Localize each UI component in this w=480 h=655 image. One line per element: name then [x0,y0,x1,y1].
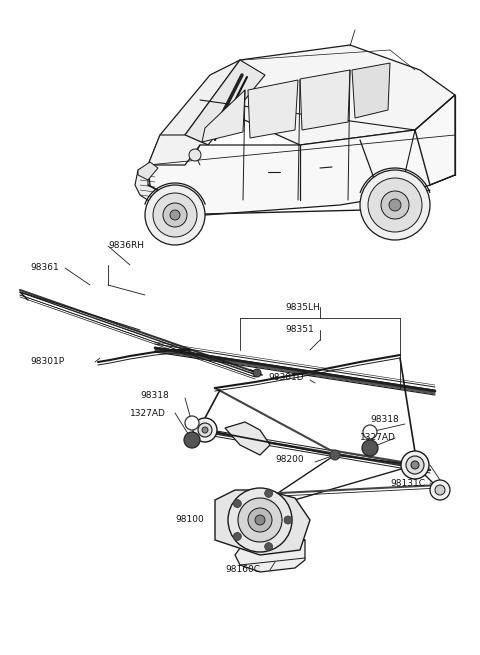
Circle shape [368,178,422,232]
Polygon shape [148,95,455,215]
Circle shape [411,461,419,469]
Circle shape [430,480,450,500]
Circle shape [184,432,200,448]
Polygon shape [300,70,350,130]
Circle shape [264,489,273,497]
Text: 98351: 98351 [285,326,314,335]
Circle shape [185,416,199,430]
Polygon shape [148,135,208,185]
Circle shape [153,193,197,237]
Polygon shape [202,90,245,142]
Circle shape [248,508,272,532]
Circle shape [389,199,401,211]
Polygon shape [235,540,305,572]
Circle shape [233,500,241,508]
Text: 98100: 98100 [175,515,204,525]
Circle shape [233,533,241,540]
Circle shape [145,185,205,245]
Text: 1327AD: 1327AD [130,409,166,417]
Text: 98200: 98200 [275,455,304,464]
Polygon shape [352,63,390,118]
Circle shape [253,369,261,377]
Circle shape [363,425,377,439]
Polygon shape [248,80,298,138]
Circle shape [163,203,187,227]
Circle shape [360,170,430,240]
Polygon shape [200,45,455,145]
Circle shape [381,191,409,219]
Circle shape [401,451,429,479]
Circle shape [255,515,265,525]
Text: 98160C: 98160C [225,565,260,574]
Circle shape [435,485,445,495]
Circle shape [330,450,340,460]
Circle shape [202,427,208,433]
Circle shape [193,418,217,442]
Text: 98361: 98361 [30,263,59,272]
Polygon shape [215,490,310,555]
Text: 98131C: 98131C [390,479,425,487]
Circle shape [228,488,292,552]
Circle shape [238,498,282,542]
Polygon shape [135,165,158,205]
Text: 1327AD: 1327AD [360,434,396,443]
Circle shape [198,423,212,437]
Circle shape [264,542,273,551]
Text: 98318: 98318 [370,415,399,424]
Polygon shape [185,60,265,145]
Circle shape [284,516,292,524]
Polygon shape [138,162,158,180]
Polygon shape [148,60,240,165]
Text: 9836RH: 9836RH [108,242,144,250]
Circle shape [170,210,180,220]
Text: 98301D: 98301D [268,373,304,381]
Circle shape [362,440,378,456]
Text: 98301P: 98301P [30,358,64,367]
Polygon shape [225,422,270,455]
Text: 9835LH: 9835LH [285,303,320,312]
Circle shape [189,149,201,161]
Circle shape [406,456,424,474]
Text: 98318: 98318 [140,390,169,400]
